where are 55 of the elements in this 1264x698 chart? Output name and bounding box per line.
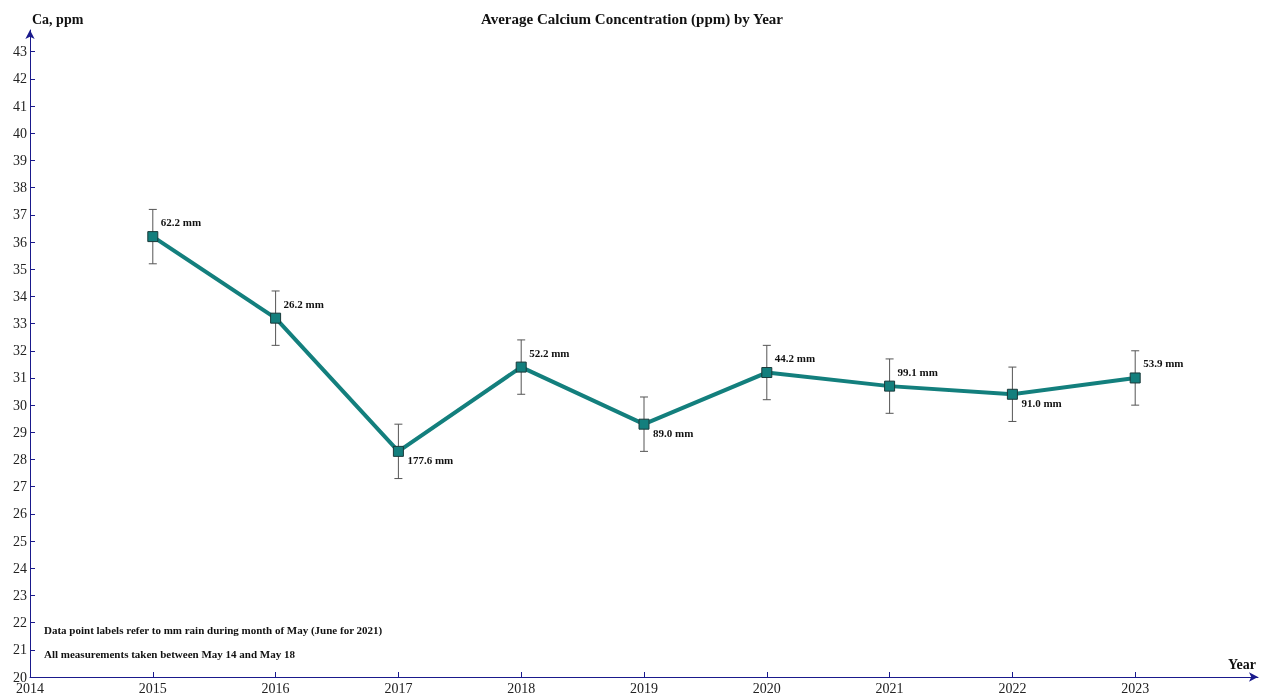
y-tick-label: 31 [13,370,27,386]
y-tick-label: 39 [13,152,27,168]
y-tick-label: 41 [13,98,27,114]
annotation: 177.6 mm [407,453,454,466]
y-tick-label: 35 [13,261,27,277]
chart-title: Average Calcium Concentration (ppm) by Year [480,10,784,28]
y-tick-label: 38 [13,180,27,196]
annotation: 89.0 mm [653,426,694,439]
y-tick-label: 32 [13,343,27,359]
y-tick-label: 37 [13,207,27,223]
y-tick-label: 43 [13,44,27,60]
annotation: All measurements taken between May 14 and May 18 [44,647,296,660]
annotation: 44.2 mm [774,352,816,365]
annotation: 62.2 mm [160,216,202,229]
point [638,418,650,430]
y-tick-label: 40 [13,125,27,141]
y-tick-label: 21 [13,642,27,658]
annotation: 53.9 mm [1143,357,1184,370]
x-tick-label: 2022 [998,680,1027,696]
x-tick-label: 2019 [630,680,658,696]
annotation: 52.2 mm [529,346,570,359]
point [515,361,527,373]
point [147,231,159,243]
y-tick-label: 30 [13,397,27,413]
y-tick-label: 42 [13,71,27,87]
y-tick-label: 33 [13,316,27,332]
annotation: 99.1 mm [897,365,938,378]
y-tick-label: 34 [13,288,27,304]
x-tick-label: 2018 [507,680,536,696]
x-tick-label: 2023 [1121,680,1150,696]
y-axis-title: Ca, ppm [32,11,84,27]
y-tick-label: 22 [13,615,27,631]
y-tick-label: 24 [13,560,27,576]
y-tick-label: 29 [13,424,27,440]
y-tick-label: 25 [13,533,27,549]
point [1006,388,1018,400]
point [392,445,404,457]
x-tick-label: 2016 [261,680,290,696]
x-tick-label: 2020 [752,680,781,696]
y-tick-label: 23 [13,587,27,603]
x-tick-label: 2017 [384,680,413,696]
point [270,312,282,324]
x-axis-title: Year [1228,656,1256,672]
annotation: 91.0 mm [1021,396,1062,409]
annotation: Data point labels refer to mm rain during month of May (June for 2021) [44,623,383,637]
point [884,380,896,392]
y-tick-label: 28 [13,452,27,468]
point [1129,372,1141,384]
y-tick-label: 27 [13,479,27,495]
annotation: 26.2 mm [283,297,324,310]
point [761,367,773,379]
y-tick-label: 36 [13,234,27,250]
x-tick-label: 2015 [138,680,167,696]
x-tick-label: 2021 [875,680,904,696]
y-tick-label: 26 [13,506,27,522]
